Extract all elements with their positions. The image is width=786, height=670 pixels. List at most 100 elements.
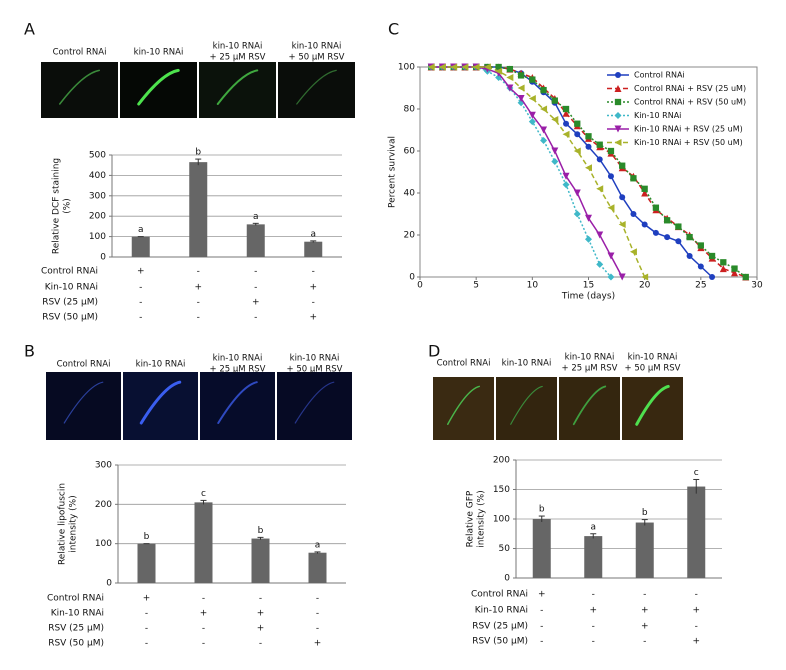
micrograph [120, 62, 197, 118]
image-label: kin-10 RNAi [565, 353, 615, 363]
row-sign: - [312, 298, 315, 308]
y-tick-label: 500 [89, 151, 106, 161]
point [607, 147, 615, 155]
point [573, 210, 581, 218]
x-tick-label: 10 [527, 281, 539, 291]
row-label: RSV (25 μM) [472, 622, 528, 632]
point [495, 63, 502, 71]
row-sign: - [197, 267, 200, 277]
image-label: + 50 μM RSV [287, 365, 343, 375]
row-sign: + [641, 622, 649, 632]
point [686, 253, 693, 259]
row-sign: + [200, 609, 208, 619]
point [731, 265, 738, 272]
worm [59, 69, 100, 105]
image-label: kin-10 RNAi [628, 353, 678, 363]
point [664, 234, 671, 241]
row-sign: + [257, 609, 265, 619]
point [619, 194, 626, 201]
significance-letter: b [195, 148, 201, 158]
significance-letter: a [253, 212, 259, 222]
point [483, 63, 491, 71]
bar [304, 241, 323, 257]
worm [572, 385, 607, 426]
image-label: + 50 μM RSV [289, 53, 345, 63]
row-sign: + [641, 606, 649, 616]
point [450, 63, 458, 71]
point [551, 116, 559, 123]
row-sign: + [252, 298, 260, 308]
bar [635, 522, 654, 578]
row-sign: - [254, 313, 257, 323]
y-tick-label: 40 [404, 189, 416, 199]
y-tick-label: 100 [89, 232, 106, 242]
bar [189, 162, 208, 257]
point [517, 72, 525, 79]
y-tick-label: 0 [504, 574, 510, 584]
row-sign: - [259, 639, 262, 649]
row-sign: - [145, 609, 148, 619]
significance-letter: b [642, 508, 648, 518]
point [596, 156, 603, 163]
image-label: kin-10 RNAi [292, 42, 342, 52]
row-sign: - [254, 267, 257, 277]
worm [635, 384, 670, 426]
point [630, 211, 637, 217]
significance-letter: b [144, 532, 150, 542]
bar [194, 502, 213, 583]
image-label: kin-10 RNAi [136, 360, 186, 370]
y-axis-label: intensity (%) [69, 495, 79, 552]
point [573, 189, 581, 197]
image-label: Control RNAi [57, 360, 111, 370]
y-axis-label: Relative GFP [466, 490, 476, 547]
point [438, 63, 446, 71]
x-tick-label: 0 [417, 281, 423, 291]
row-sign: - [197, 298, 200, 308]
row-label: Control RNAi [471, 590, 528, 600]
y-axis-label: intensity (%) [477, 490, 487, 547]
row-sign: + [257, 624, 265, 634]
point [619, 162, 626, 169]
row-sign: + [143, 594, 151, 604]
legend-label: Kin-10 RNAi + RSV (25 uM) [634, 125, 743, 134]
bar [308, 552, 327, 583]
micrograph [496, 377, 557, 440]
point [652, 204, 660, 211]
y-tick-label: 200 [493, 456, 510, 466]
y-tick-label: 0 [106, 579, 112, 589]
row-sign: + [314, 639, 322, 649]
micrograph [433, 377, 494, 440]
image-label: + 50 μM RSV [625, 364, 681, 374]
row-label: RSV (50 μM) [42, 313, 98, 323]
bar [246, 224, 265, 257]
legend-marker [615, 72, 621, 78]
legend-marker [614, 85, 622, 92]
y-tick-label: 0 [100, 253, 106, 263]
worm [216, 69, 259, 105]
micrograph [46, 372, 121, 440]
y-tick-label: 100 [95, 539, 112, 549]
worm [296, 69, 337, 105]
significance-letter: a [310, 229, 316, 239]
point [540, 86, 547, 94]
micrograph [41, 62, 118, 118]
significance-letter: b [539, 505, 545, 515]
panel-letter: A [24, 20, 35, 39]
row-sign: + [309, 283, 317, 293]
point [596, 231, 604, 239]
row-sign: - [259, 594, 262, 604]
panel-letter: B [24, 342, 35, 361]
legend-marker [614, 112, 622, 119]
row-sign: + [194, 283, 202, 293]
image-label: Control RNAi [53, 48, 107, 58]
row-label: RSV (50 μM) [48, 639, 104, 649]
point [607, 252, 615, 260]
image-label: kin-10 RNAi [134, 48, 184, 58]
row-label: RSV (25 μM) [48, 624, 104, 634]
row-sign: - [592, 590, 595, 600]
point [675, 238, 682, 245]
worm [139, 380, 182, 425]
point [618, 221, 626, 228]
row-sign: - [139, 313, 142, 323]
